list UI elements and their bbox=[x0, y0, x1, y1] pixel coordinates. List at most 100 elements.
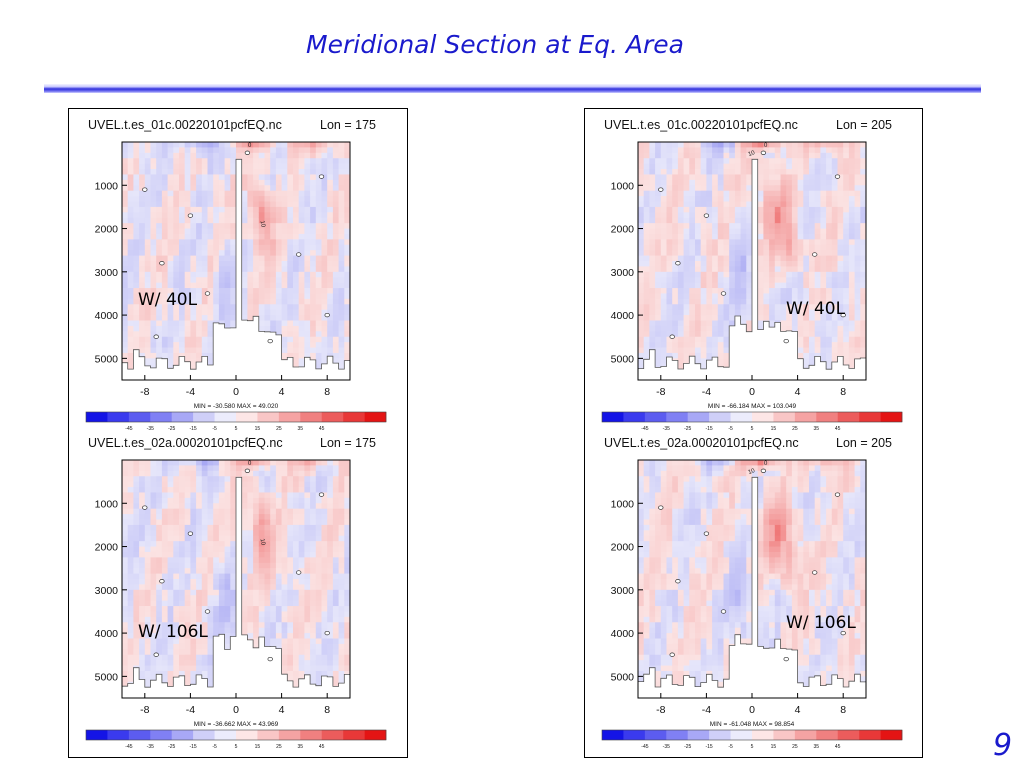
x-tick-label: 8 bbox=[324, 386, 330, 398]
contour-zero-marker bbox=[675, 579, 681, 584]
colorbar-label: 5 bbox=[751, 426, 754, 432]
colorbar-label: -25 bbox=[684, 744, 691, 750]
x-tick-label: -8 bbox=[140, 386, 149, 398]
resolution-annotation: W/ 106L bbox=[138, 622, 208, 642]
colorbar-label: -15 bbox=[705, 744, 712, 750]
x-tick-label: -8 bbox=[656, 386, 665, 398]
colorbar-swatch bbox=[730, 730, 753, 740]
colorbar-label: 5 bbox=[235, 744, 238, 750]
x-tick-label: -4 bbox=[702, 704, 711, 716]
colorbar-swatch bbox=[837, 730, 860, 740]
colorbar-swatch bbox=[773, 412, 796, 422]
colorbar-label: 35 bbox=[298, 744, 304, 750]
contour-label: 0 bbox=[248, 143, 252, 149]
y-tick-label: 1000 bbox=[611, 180, 635, 192]
colorbar-swatch bbox=[602, 412, 624, 422]
contour-label: 0 bbox=[764, 143, 768, 149]
x-tick-label: 8 bbox=[840, 386, 846, 398]
y-tick-label: 3000 bbox=[611, 585, 635, 597]
contour-zero-marker bbox=[834, 174, 841, 179]
contour-label: 10 bbox=[747, 468, 756, 476]
x-tick-label: -8 bbox=[656, 704, 665, 716]
colorbar-swatch bbox=[364, 730, 387, 740]
colorbar-frame bbox=[85, 411, 387, 423]
colorbar-label: -45 bbox=[125, 426, 132, 432]
colorbar-swatch bbox=[794, 730, 817, 740]
chart-file-label: UVEL.t.es_01c.00220101pcfEQ.nc bbox=[604, 118, 798, 132]
colorbar-swatch bbox=[816, 730, 839, 740]
y-tick-label: 5000 bbox=[611, 353, 635, 365]
colorbar-label: -25 bbox=[684, 426, 691, 432]
contour-zero-marker bbox=[244, 150, 251, 155]
colorbar-label: -45 bbox=[641, 744, 648, 750]
colorbar-label: -35 bbox=[663, 426, 670, 432]
contour-zero-marker bbox=[142, 187, 148, 192]
contour-zero-marker bbox=[812, 570, 818, 575]
x-tick-label: 4 bbox=[279, 704, 285, 716]
contour-zero-marker bbox=[840, 312, 846, 318]
chart-bottom-left: UVEL.t.es_02a.00020101pcfEQ.nc Lon = 175 1… bbox=[78, 430, 396, 750]
contour-zero-marker bbox=[296, 570, 302, 575]
colorbar-swatch bbox=[880, 730, 903, 740]
contour-zero-marker bbox=[669, 652, 675, 657]
colorbar-swatch bbox=[107, 730, 130, 740]
colorbar-label: -15 bbox=[705, 426, 712, 432]
colorbar-label: -5 bbox=[212, 426, 217, 432]
colorbar-swatch bbox=[321, 730, 344, 740]
contour-zero-marker bbox=[720, 609, 727, 614]
y-tick-label: 2000 bbox=[95, 542, 119, 554]
chart-lon-label: Lon = 175 bbox=[320, 118, 376, 132]
contour-zero-marker bbox=[840, 630, 846, 636]
chart-file-label: UVEL.t.es_02a.00020101pcfEQ.nc bbox=[604, 436, 799, 450]
colorbar-label: -35 bbox=[663, 744, 670, 750]
contour-zero-marker bbox=[324, 312, 330, 318]
colorbar-swatch bbox=[171, 412, 194, 422]
colorbar-swatch bbox=[623, 730, 646, 740]
y-tick-label: 4000 bbox=[611, 628, 635, 640]
colorbar-swatch bbox=[687, 412, 710, 422]
colorbar-swatch bbox=[257, 412, 280, 422]
colorbar-swatch bbox=[709, 730, 731, 740]
colorbar-swatch bbox=[128, 730, 151, 740]
colorbar-label: -45 bbox=[125, 744, 132, 750]
x-tick-label: -4 bbox=[702, 386, 711, 398]
bathymetry-mask bbox=[637, 158, 867, 381]
contour-zero-marker bbox=[244, 468, 251, 473]
contour-zero-marker bbox=[324, 630, 330, 636]
colorbar-label: 15 bbox=[771, 744, 777, 750]
colorbar-swatch bbox=[278, 730, 301, 740]
colorbar-label: 45 bbox=[835, 744, 841, 750]
y-tick-label: 5000 bbox=[95, 353, 119, 365]
contour-label: 10 bbox=[259, 220, 266, 228]
y-tick-label: 3000 bbox=[611, 267, 635, 279]
contour-zero-marker bbox=[204, 609, 211, 614]
colorbar-swatch bbox=[709, 412, 731, 422]
colorbar-swatch bbox=[193, 412, 215, 422]
colorbar-label: 15 bbox=[255, 426, 261, 432]
colorbar-swatch bbox=[602, 730, 624, 740]
colorbar-swatch bbox=[171, 730, 194, 740]
colorbar-frame bbox=[601, 729, 903, 741]
colorbar-swatch bbox=[107, 412, 130, 422]
colorbar-label: 15 bbox=[255, 744, 261, 750]
uvel-section-chart: UVEL.t.es_02a.00020101pcfEQ.nc Lon = 205 1… bbox=[601, 436, 903, 750]
contour-zero-marker bbox=[318, 492, 325, 497]
colorbar-swatch bbox=[214, 412, 237, 422]
colorbar-swatch bbox=[300, 730, 323, 740]
x-tick-label: 4 bbox=[279, 386, 285, 398]
colorbar-swatch bbox=[214, 730, 237, 740]
contour-zero-marker bbox=[760, 150, 767, 155]
contour-zero-marker bbox=[159, 579, 165, 584]
contour-zero-marker bbox=[760, 468, 767, 473]
contour-zero-marker bbox=[658, 187, 664, 192]
contour-label: 10 bbox=[259, 538, 266, 546]
colorbar-swatch bbox=[236, 730, 258, 740]
min-max-stats: MIN = -61.048 MAX = 98.854 bbox=[710, 721, 795, 728]
colorbar-swatch bbox=[278, 412, 301, 422]
y-tick-label: 2000 bbox=[611, 224, 635, 236]
slide-title: Meridional Section at Eq. Area bbox=[306, 30, 684, 59]
x-tick-label: 0 bbox=[233, 704, 239, 716]
contour-zero-marker bbox=[720, 291, 727, 296]
page-number: 9 bbox=[993, 728, 1013, 763]
min-max-stats: MIN = -30.580 MAX = 49.020 bbox=[194, 403, 279, 410]
